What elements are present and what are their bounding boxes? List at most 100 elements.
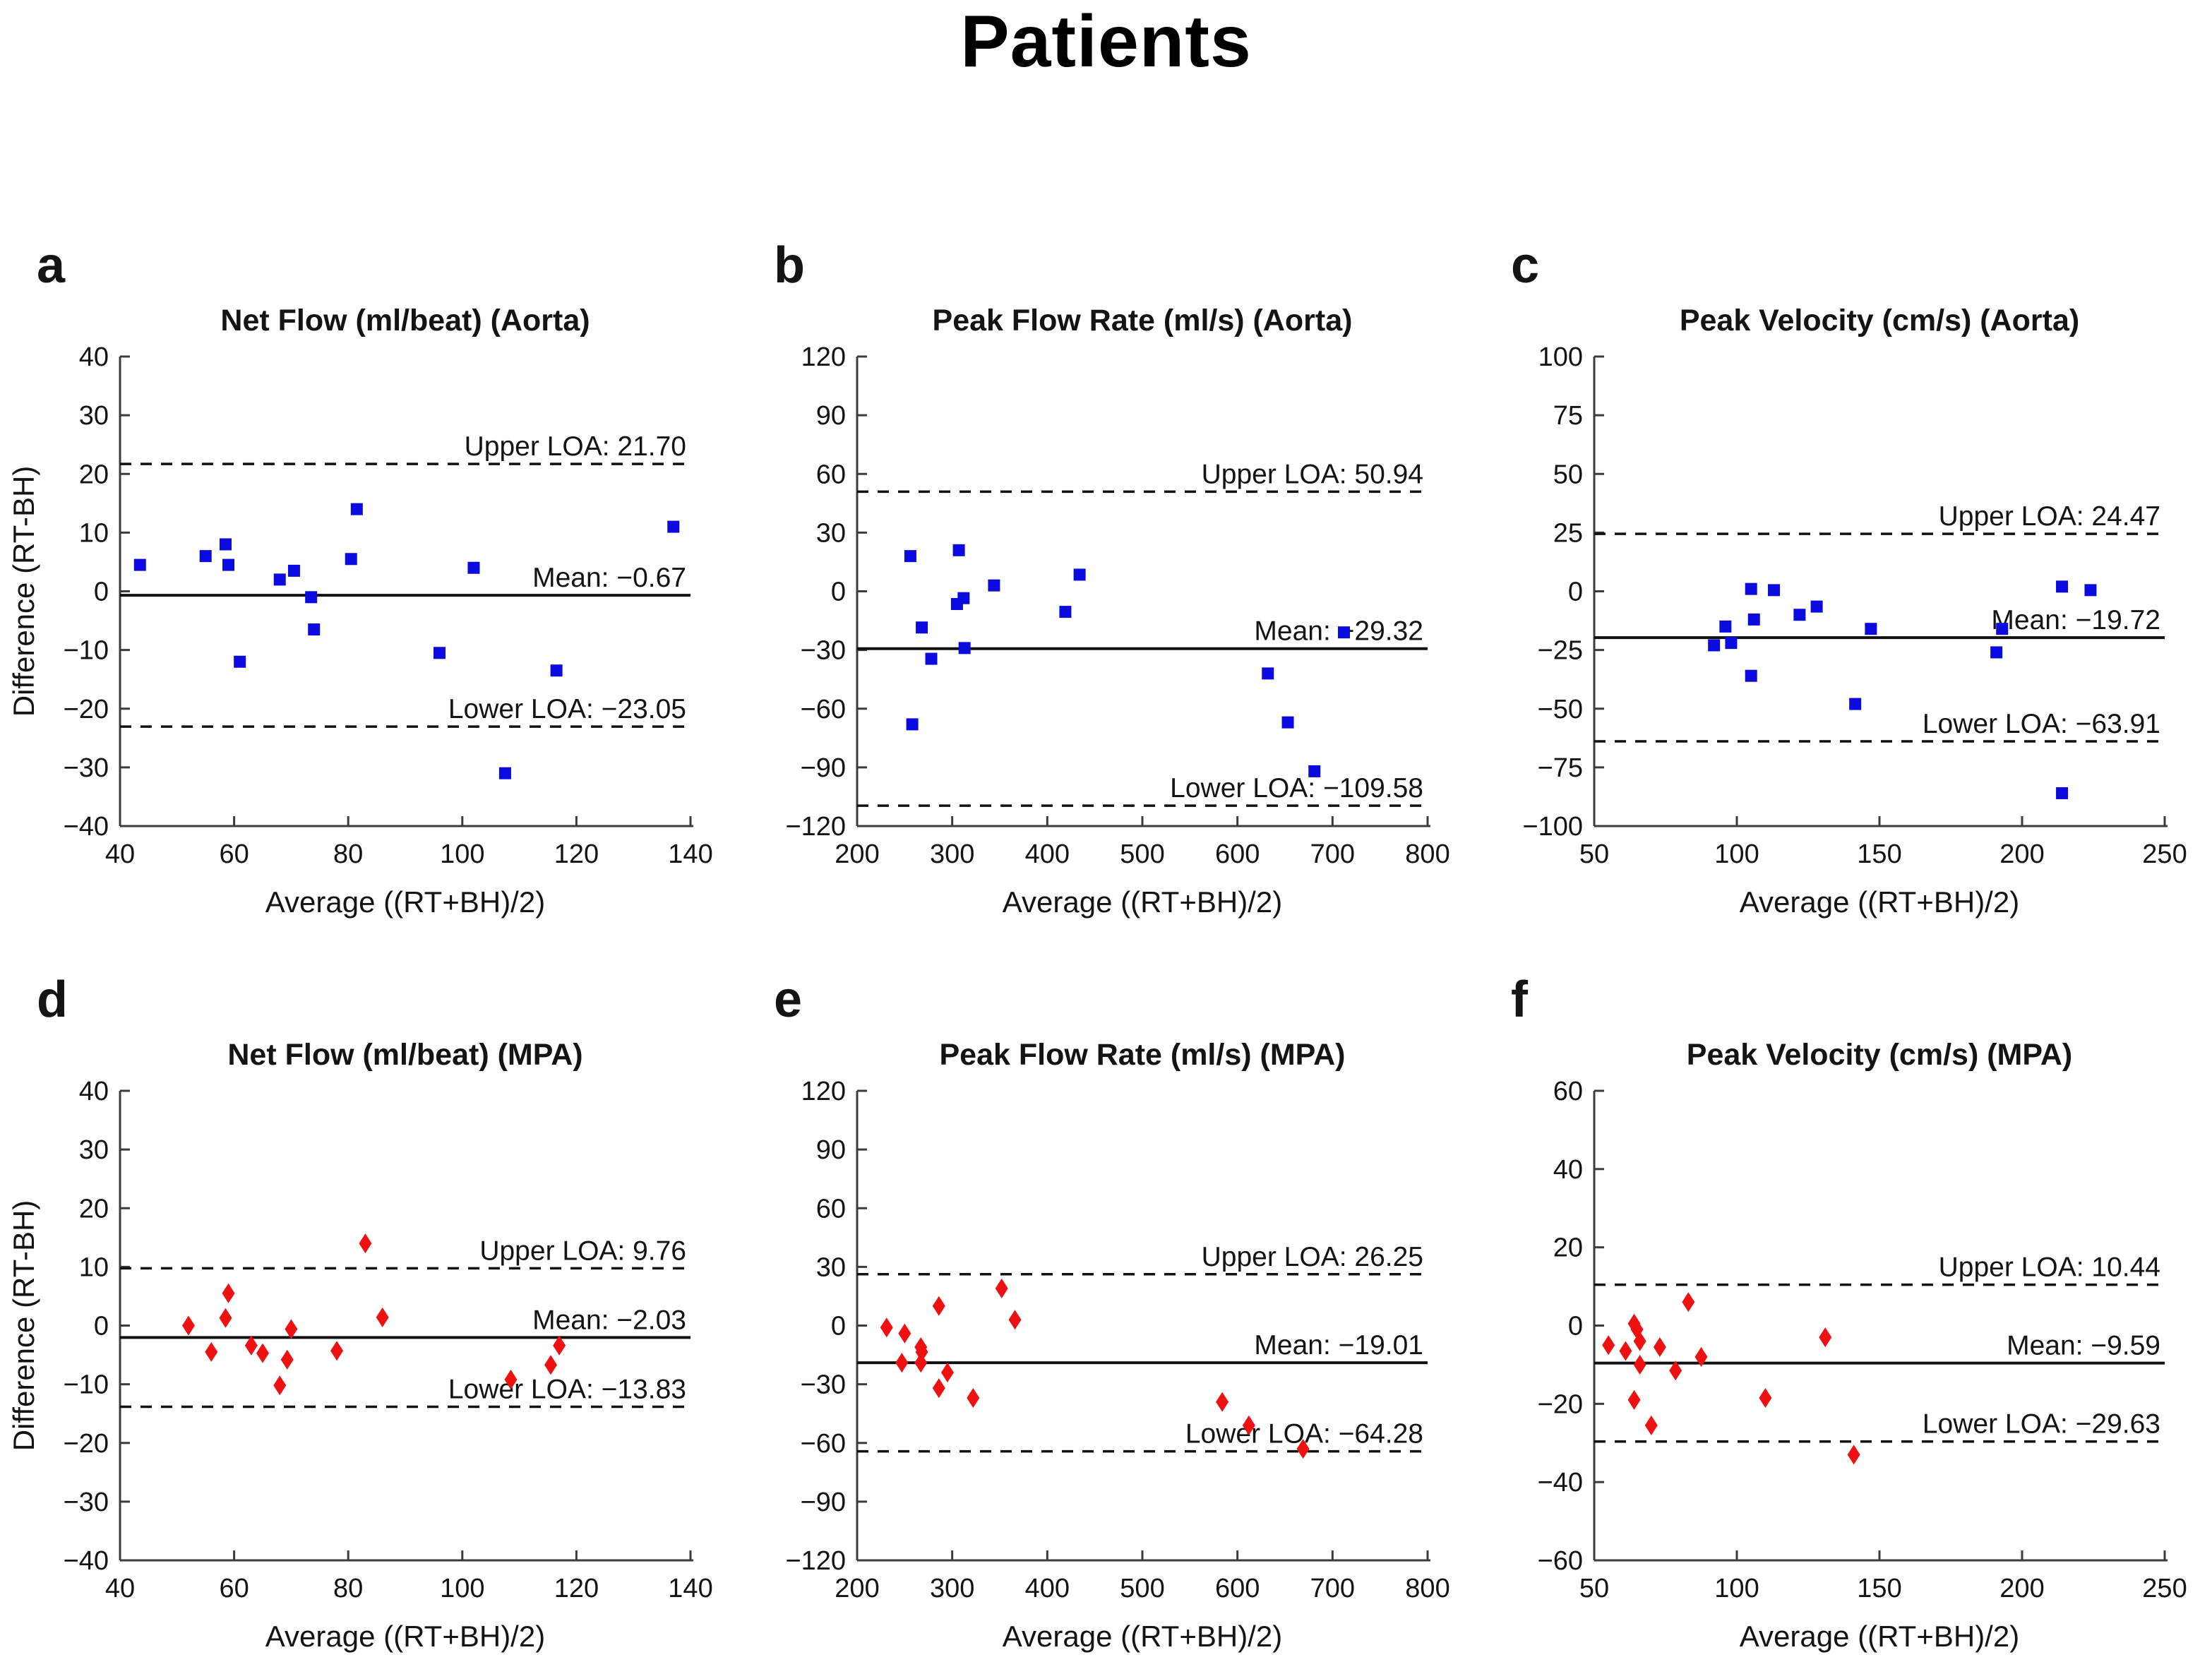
x-tick-label: 80: [333, 1574, 363, 1603]
y-tick-label: −40: [64, 1546, 109, 1576]
x-tick-label: 100: [1714, 1574, 1759, 1603]
x-tick-label: 300: [930, 1574, 974, 1603]
mean-label: Mean: −19.72: [1991, 605, 2160, 635]
y-tick-label: 30: [816, 1252, 846, 1282]
data-point: [1627, 1389, 1641, 1410]
data-point: [904, 550, 916, 563]
y-tick-label: 30: [79, 401, 109, 431]
y-tick-label: −30: [801, 1370, 846, 1400]
y-tick-label: 20: [79, 460, 109, 489]
y-tick-label: −120: [785, 812, 846, 842]
data-point: [967, 1388, 980, 1409]
x-tick-label: 120: [554, 839, 599, 869]
panel-c: c Peak Velocity (cm/s) (Aorta) 50 100 150 200…: [1474, 191, 2211, 925]
x-tick-label: 400: [1025, 1574, 1070, 1603]
data-point: [345, 553, 357, 566]
data-point: [1308, 765, 1321, 777]
data-point: [880, 1317, 893, 1338]
panel-d: d Net Flow (ml/beat) (MPA) 40 60 80 100 120 140…: [0, 925, 737, 1659]
panel-letter: f: [1511, 971, 1529, 1028]
y-tick-label: 25: [1553, 518, 1583, 548]
data-point: [1745, 582, 1757, 595]
panel-letter: b: [774, 237, 805, 294]
data-point: [219, 1308, 232, 1328]
data-point: [467, 561, 480, 574]
data-point: [376, 1307, 389, 1327]
x-tick-label: 800: [1405, 839, 1449, 869]
x-tick-label: 700: [1310, 1574, 1355, 1603]
data-point: [273, 1375, 287, 1396]
data-point: [1242, 1415, 1255, 1435]
x-tick-label: 50: [1579, 1574, 1609, 1603]
y-tick-label: 40: [79, 342, 109, 372]
data-point: [1759, 1388, 1772, 1409]
data-point: [1694, 1346, 1708, 1367]
panel-e: e Peak Flow Rate (ml/s) (MPA) 200 300 400 500…: [737, 925, 1474, 1659]
y-axis-label: Difference (RT-BH): [7, 466, 40, 717]
data-point: [958, 642, 971, 654]
x-tick-label: 140: [668, 839, 712, 869]
y-tick-label: 50: [1553, 460, 1583, 489]
data-point: [1768, 584, 1781, 597]
y-tick-label: −40: [1538, 1468, 1583, 1497]
data-point: [1810, 600, 1823, 613]
panel-letter: e: [774, 971, 802, 1028]
data-point: [952, 544, 965, 556]
y-tick-label: 90: [816, 1135, 846, 1165]
data-point: [957, 592, 970, 604]
panel-b: b Peak Flow Rate (ml/s) (Aorta) 200 300 400 5…: [737, 191, 1474, 925]
data-point: [1602, 1335, 1615, 1356]
upper-loa-label: Upper LOA: 24.47: [1939, 501, 2160, 532]
x-tick-label: 120: [554, 1574, 599, 1603]
y-tick-label: 90: [816, 401, 846, 431]
data-point: [906, 718, 919, 731]
panels-grid: a Net Flow (ml/beat) (Aorta) 40 60 80 100 120 1…: [0, 191, 2212, 1674]
data-point: [350, 503, 363, 515]
x-tick-label: 150: [1857, 839, 1901, 869]
data-point: [359, 1233, 372, 1254]
y-tick-label: −60: [1538, 1546, 1583, 1576]
panel-a: a Net Flow (ml/beat) (Aorta) 40 60 80 100 120 1…: [0, 191, 737, 925]
data-point: [1281, 716, 1294, 729]
panel-f: f Peak Velocity (cm/s) (MPA) 50 100 150 200 25…: [1474, 925, 2211, 1659]
x-tick-label: 200: [835, 1574, 879, 1603]
data-point: [308, 623, 321, 636]
y-tick-label: 0: [94, 578, 109, 607]
y-tick-label: 0: [831, 578, 846, 607]
data-point: [898, 1323, 911, 1344]
data-point: [305, 591, 318, 604]
data-point: [1847, 1445, 1860, 1465]
mean-label: Mean: −19.01: [1254, 1330, 1423, 1361]
y-tick-label: 40: [79, 1077, 109, 1106]
data-point: [1262, 667, 1274, 680]
data-point: [181, 1315, 195, 1336]
y-tick-label: −90: [801, 1488, 846, 1517]
figure-title: Patients: [960, 1, 1252, 83]
data-point: [553, 1335, 566, 1356]
data-point: [285, 1319, 298, 1339]
y-tick-label: 100: [1538, 342, 1583, 372]
x-tick-label: 100: [1714, 839, 1759, 869]
data-point: [504, 1369, 518, 1389]
data-point: [1630, 1320, 1644, 1340]
data-point: [1819, 1327, 1832, 1348]
data-point: [498, 767, 511, 779]
y-tick-label: 60: [816, 460, 846, 489]
y-tick-label: 20: [1553, 1233, 1583, 1263]
data-point: [1337, 626, 1350, 639]
panel-title: Net Flow (ml/beat) (Aorta): [220, 304, 590, 337]
data-point: [1747, 613, 1760, 626]
data-point: [2056, 787, 2069, 799]
y-tick-label: −75: [1538, 753, 1583, 783]
upper-loa-label: Upper LOA: 50.94: [1202, 459, 1423, 489]
data-point: [1745, 669, 1757, 682]
y-tick-label: −90: [801, 753, 846, 783]
x-tick-label: 40: [105, 1574, 135, 1603]
y-tick-label: 20: [79, 1194, 109, 1224]
data-point: [895, 1353, 909, 1373]
y-tick-label: 0: [94, 1312, 109, 1341]
x-axis-label: Average ((RT+BH)/2): [1003, 885, 1282, 919]
data-point: [1682, 1292, 1695, 1313]
